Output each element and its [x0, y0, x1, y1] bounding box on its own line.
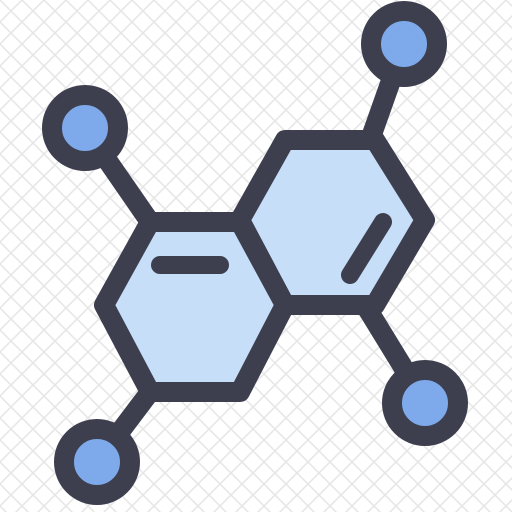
double-bond-right [341, 213, 392, 284]
atom-bottom-left [54, 419, 140, 505]
atoms [42, 1, 468, 505]
atom-top-left [42, 85, 128, 171]
left-hexagon-ring [94, 212, 295, 402]
atom-bottom-right [382, 360, 468, 446]
atom-top-right [361, 1, 447, 87]
